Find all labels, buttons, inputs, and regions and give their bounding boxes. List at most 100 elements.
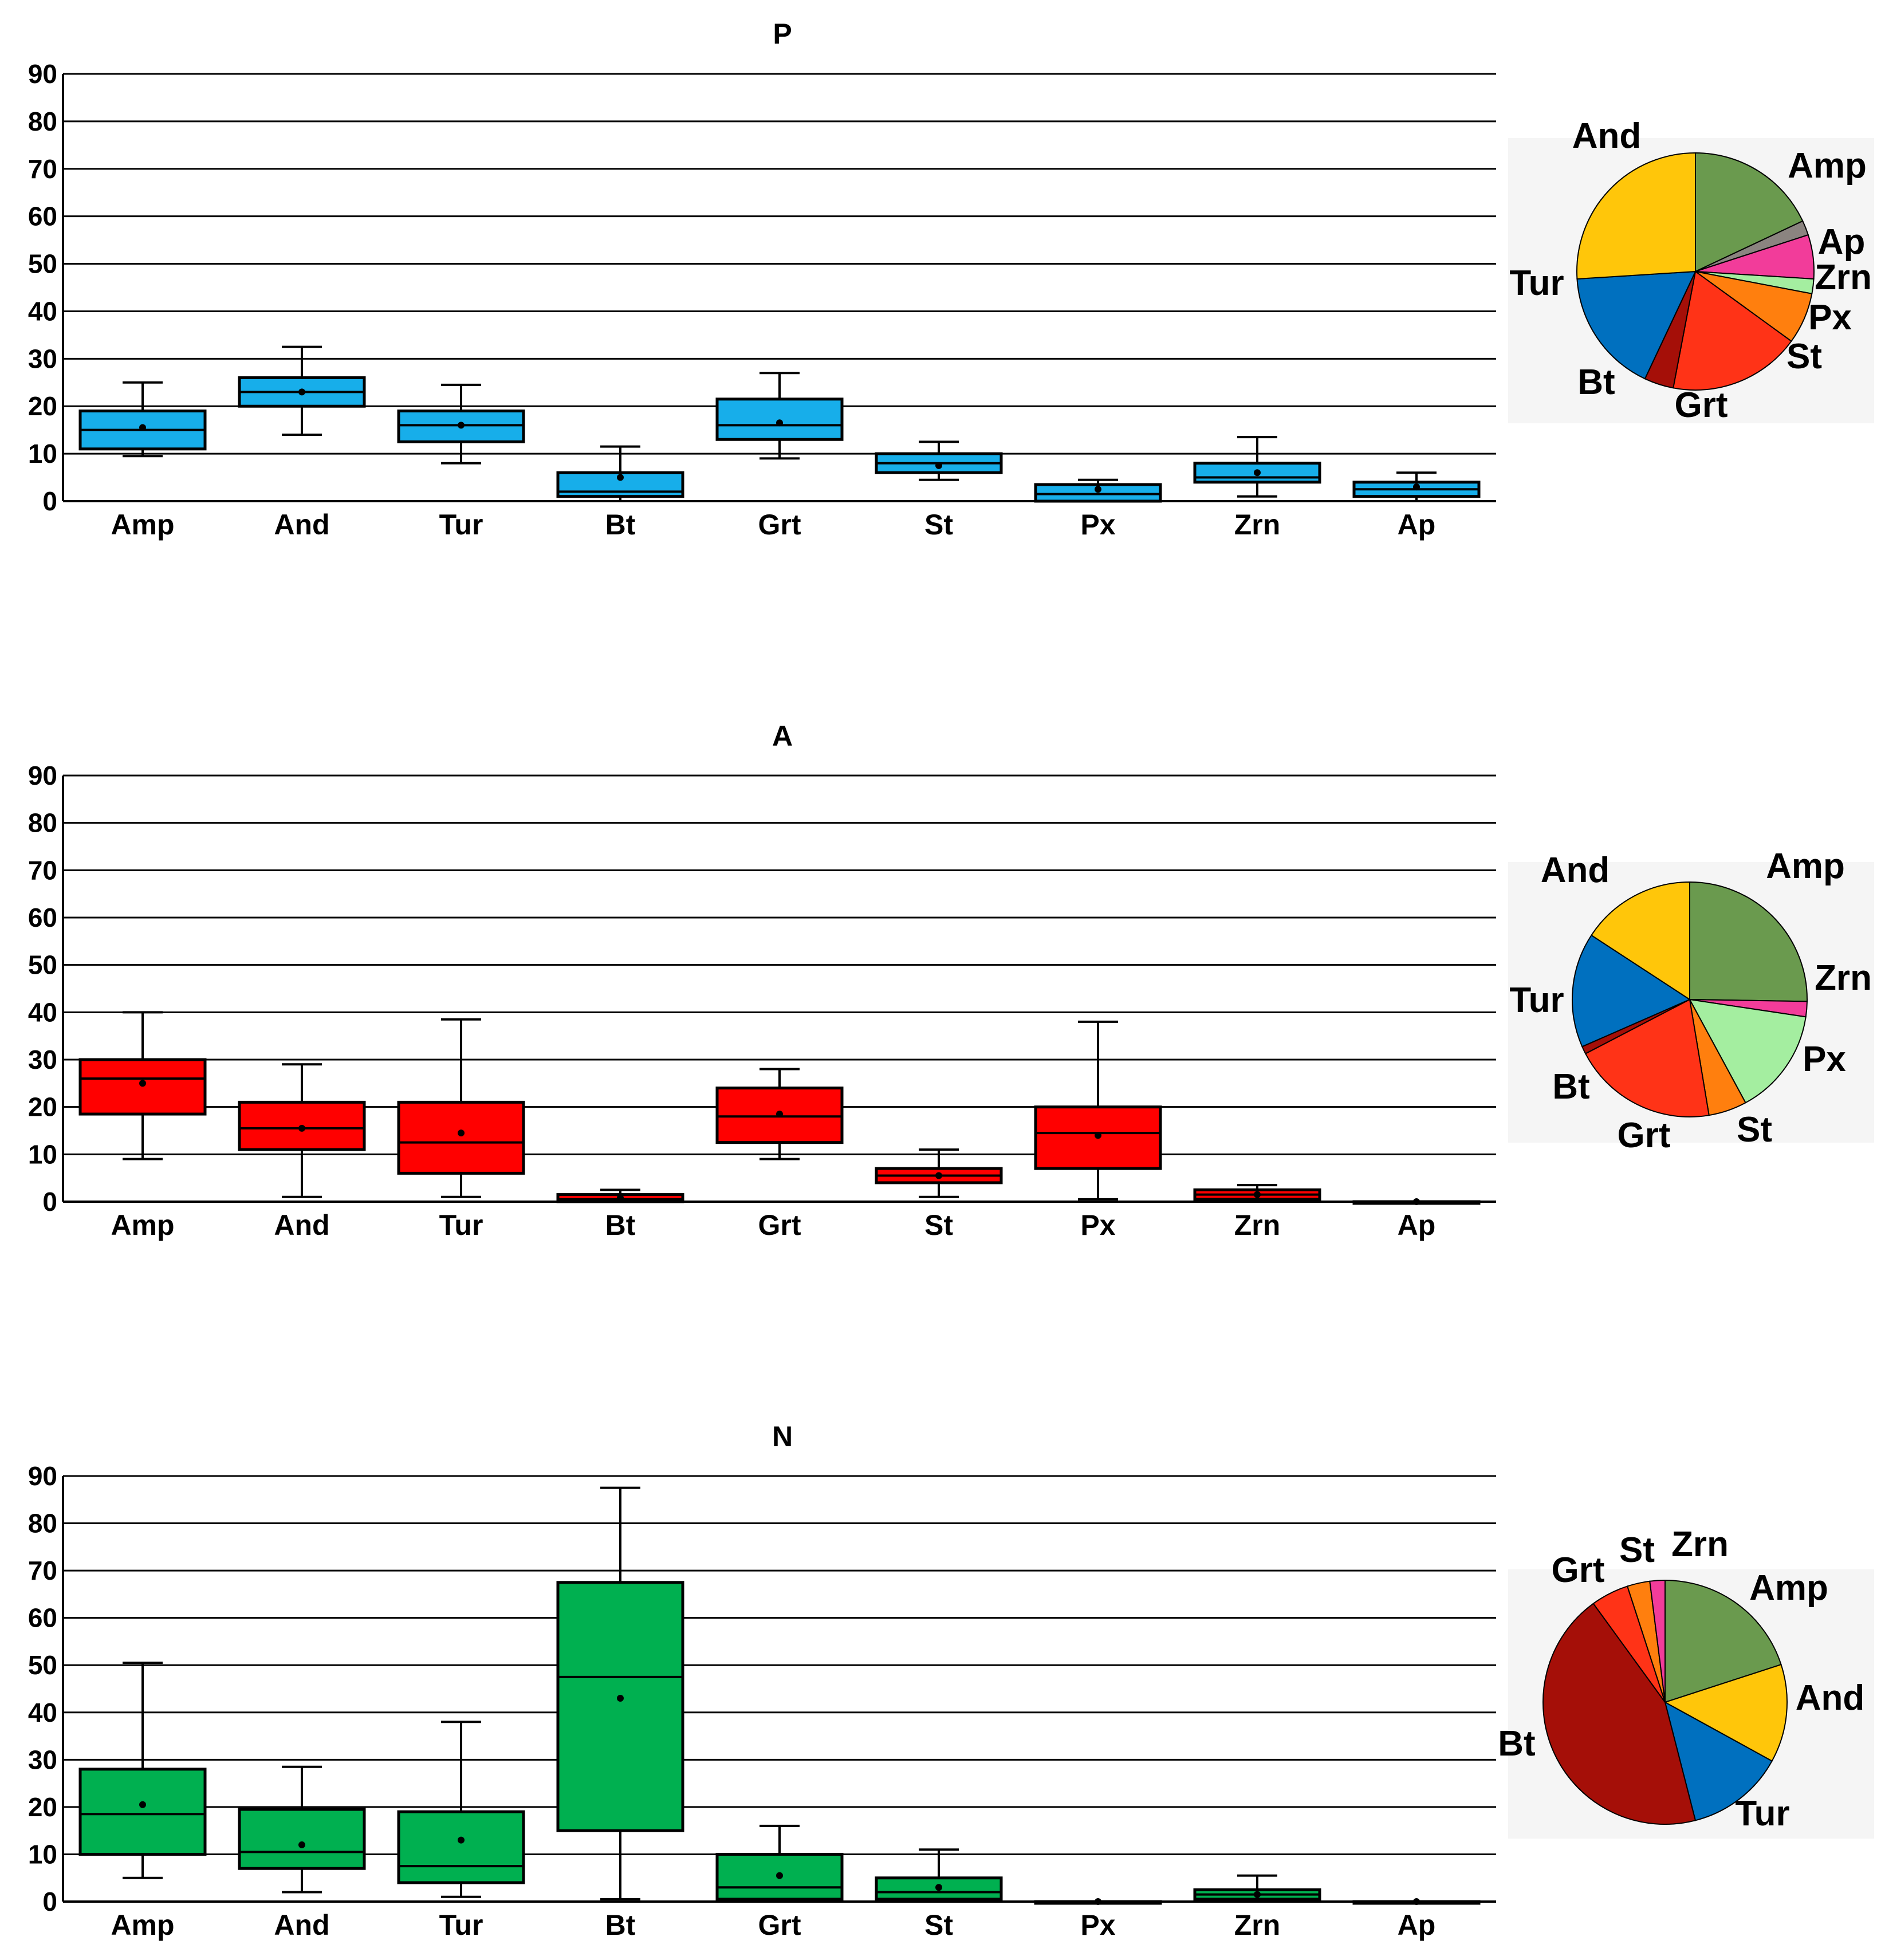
y-tick-label: 80 [28,808,57,838]
y-tick-label: 70 [28,855,57,885]
box-bt [556,445,684,502]
mean-marker [617,474,624,481]
mean-marker [298,388,305,396]
pie-label-amp: Amp [1788,146,1867,186]
y-tick-label: 40 [28,296,57,326]
y-tick-label: 10 [28,439,57,469]
pie-chart-a: Amp Zrn Px St Grt Bt Tur And [1508,847,1874,1155]
y-tick-label: 0 [42,1887,57,1916]
mean-marker [776,1111,783,1118]
x-tick-label: St [924,1209,953,1241]
box-px [1034,1898,1162,1905]
pie-label-amp: Amp [1766,847,1845,886]
pie-label-tur: Tur [1735,1794,1789,1833]
box-body [78,1058,207,1116]
mean-marker [1095,1898,1101,1905]
box-body [397,1810,525,1884]
pie-slice-px [1689,998,1807,1104]
box-body [78,1768,207,1856]
x-tick-label: Px [1080,1909,1115,1941]
y-tick-label: 50 [28,950,57,980]
y-tick-label: 60 [28,1603,57,1633]
x-tick-label: Tur [439,1209,483,1241]
x-tick-label: Bt [605,1209,636,1241]
pie-label-bt: Bt [1498,1724,1535,1764]
mean-marker [298,1124,305,1132]
x-tick-label: Grt [758,1909,801,1941]
chart-title: N [772,1420,793,1453]
box-grt [715,1824,844,1903]
pie-slice-grt [1673,270,1792,391]
pie-label-grt: Grt [1552,1550,1605,1590]
mean-marker [458,422,465,429]
pie-slice-amp [1689,881,1808,1002]
mean-marker [617,1695,624,1702]
mean-marker [1254,1891,1261,1898]
y-tick-label: 90 [28,59,57,89]
y-tick-label: 20 [28,1092,57,1122]
pie-label-st: St [1619,1530,1655,1570]
mean-marker [935,1172,942,1179]
y-tick-label: 90 [28,761,57,790]
y-tick-label: 60 [28,903,57,932]
mean-marker [935,462,942,469]
y-tick-label: 40 [28,997,57,1027]
x-tick-label: Ap [1398,1909,1436,1941]
box-and [238,1765,366,1894]
box-ap [1352,1198,1481,1205]
pie-label-bt: Bt [1552,1067,1589,1107]
pie-slice-bt [1542,1603,1697,1825]
mean-marker [1413,1898,1420,1905]
x-tick-label: Amp [111,509,174,541]
box-body [556,1581,684,1832]
pie-label-bt: Bt [1577,363,1615,402]
box-body [238,1808,366,1870]
x-tick-label: Amp [111,1209,174,1241]
pie-slice-and [1663,1663,1788,1762]
y-tick-label: 20 [28,391,57,421]
pie-label-zrn: Zrn [1815,258,1872,297]
pie-label-and: And [1541,851,1610,890]
box-amp [78,1662,207,1879]
mean-marker [1413,1198,1420,1205]
mean-marker [935,1884,942,1891]
y-tick-label: 80 [28,1509,57,1538]
x-tick-label: Ap [1398,1209,1436,1241]
pie-label-ap: Ap [1818,222,1866,262]
y-tick-label: 0 [42,486,57,516]
box-body [397,1100,525,1175]
pie-slice-amp [1695,152,1804,273]
pie-label-and: And [1572,116,1642,156]
pie-label-px: Px [1808,298,1852,337]
y-tick-label: 70 [28,154,57,184]
pie-label-grt: Grt [1618,1116,1671,1155]
y-tick-label: 20 [28,1792,57,1822]
mean-marker [776,419,783,427]
mean-marker [1095,1132,1101,1139]
y-tick-label: 50 [28,249,57,279]
mean-marker [139,1801,146,1808]
x-tick-label: Bt [605,1909,636,1941]
x-tick-label: And [274,1209,329,1241]
pie-slice-and [1576,152,1696,280]
y-tick-label: 30 [28,1745,57,1774]
x-tick-label: Tur [439,1909,483,1941]
chart-title: A [772,720,793,752]
box-zrn [1193,436,1321,498]
x-tick-label: St [924,509,953,541]
y-tick-label: 50 [28,1650,57,1680]
mean-marker [1254,469,1261,477]
pie-slice-tur [1664,1701,1773,1821]
pie-label-tur: Tur [1509,981,1564,1020]
mean-marker [1413,483,1420,491]
box-st [875,1148,1003,1198]
mean-marker [139,1080,146,1087]
box-tur [397,1721,525,1898]
box-tur [397,383,525,465]
x-tick-label: Ap [1398,509,1436,541]
x-tick-label: Grt [758,509,801,541]
box-bt [556,1486,684,1900]
